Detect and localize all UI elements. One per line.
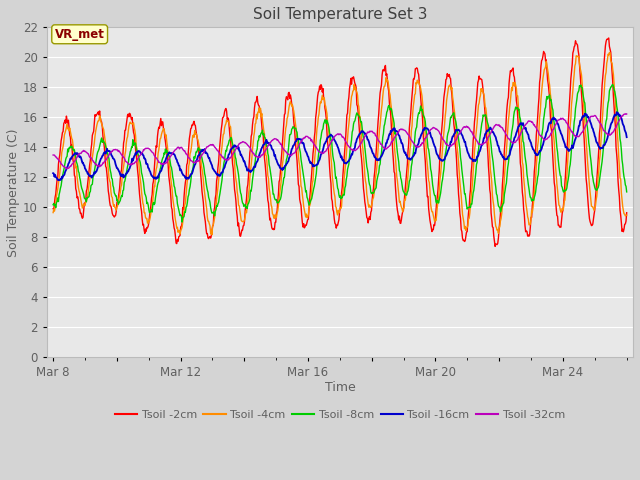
- Tsoil -32cm: [513, 137, 521, 143]
- Title: Soil Temperature Set 3: Soil Temperature Set 3: [253, 7, 427, 22]
- Tsoil -4cm: [375, 136, 383, 142]
- Tsoil -8cm: [375, 170, 383, 176]
- X-axis label: Time: Time: [324, 381, 355, 394]
- Text: VR_met: VR_met: [54, 28, 104, 41]
- Tsoil -32cm: [289, 151, 297, 156]
- Tsoil -2cm: [184, 153, 192, 158]
- Tsoil -16cm: [259, 144, 266, 150]
- Tsoil -8cm: [623, 189, 630, 195]
- Tsoil -8cm: [609, 82, 616, 87]
- Tsoil -4cm: [208, 232, 216, 238]
- Tsoil -32cm: [259, 152, 266, 157]
- Tsoil -16cm: [55, 178, 63, 183]
- Tsoil -2cm: [623, 210, 630, 216]
- Tsoil -16cm: [70, 151, 78, 156]
- Tsoil -8cm: [70, 146, 77, 152]
- Tsoil -16cm: [375, 156, 383, 162]
- Tsoil -32cm: [49, 152, 57, 158]
- Tsoil -2cm: [49, 206, 57, 212]
- Tsoil -4cm: [49, 210, 57, 216]
- Tsoil -8cm: [49, 202, 57, 208]
- Tsoil -4cm: [623, 212, 630, 218]
- Tsoil -16cm: [513, 128, 521, 134]
- Legend: Tsoil -2cm, Tsoil -4cm, Tsoil -8cm, Tsoil -16cm, Tsoil -32cm: Tsoil -2cm, Tsoil -4cm, Tsoil -8cm, Tsoi…: [110, 406, 570, 425]
- Tsoil -8cm: [185, 192, 193, 198]
- Tsoil -4cm: [605, 50, 613, 56]
- Tsoil -16cm: [185, 176, 193, 181]
- Tsoil -32cm: [185, 155, 193, 161]
- Tsoil -8cm: [259, 127, 266, 133]
- Tsoil -2cm: [258, 124, 266, 130]
- Tsoil -2cm: [289, 103, 296, 108]
- Tsoil -4cm: [184, 177, 192, 182]
- Tsoil -32cm: [623, 111, 630, 117]
- Tsoil -8cm: [178, 219, 186, 225]
- Tsoil -8cm: [289, 124, 297, 130]
- Line: Tsoil -4cm: Tsoil -4cm: [53, 53, 627, 235]
- Tsoil -16cm: [289, 143, 297, 149]
- Tsoil -16cm: [49, 170, 57, 176]
- Tsoil -4cm: [513, 94, 521, 99]
- Tsoil -2cm: [605, 35, 612, 41]
- Line: Tsoil -2cm: Tsoil -2cm: [53, 38, 627, 246]
- Tsoil -4cm: [259, 118, 266, 123]
- Tsoil -16cm: [623, 134, 630, 140]
- Tsoil -16cm: [613, 109, 621, 115]
- Tsoil -32cm: [621, 111, 629, 117]
- Tsoil -2cm: [374, 118, 382, 124]
- Tsoil -4cm: [289, 106, 297, 111]
- Line: Tsoil -8cm: Tsoil -8cm: [53, 84, 627, 222]
- Tsoil -2cm: [492, 243, 499, 249]
- Tsoil -2cm: [513, 102, 521, 108]
- Y-axis label: Soil Temperature (C): Soil Temperature (C): [7, 128, 20, 257]
- Tsoil -8cm: [513, 105, 521, 111]
- Tsoil -32cm: [63, 166, 70, 171]
- Line: Tsoil -16cm: Tsoil -16cm: [53, 112, 627, 180]
- Tsoil -32cm: [375, 138, 383, 144]
- Tsoil -4cm: [70, 148, 77, 154]
- Line: Tsoil -32cm: Tsoil -32cm: [53, 114, 627, 168]
- Tsoil -2cm: [70, 160, 77, 166]
- Tsoil -32cm: [70, 158, 78, 164]
